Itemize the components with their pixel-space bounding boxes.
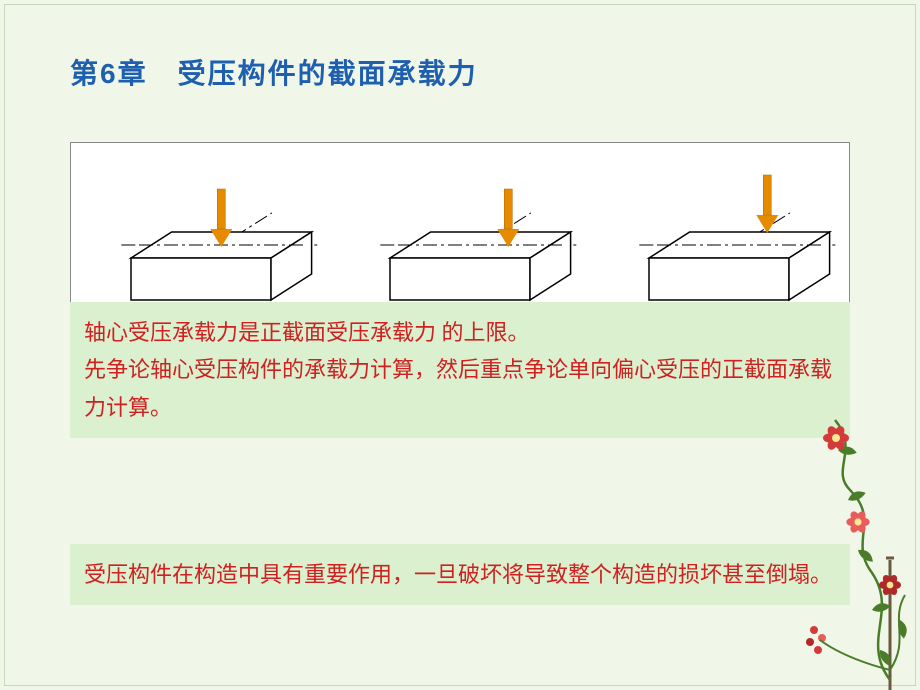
text-1-line-2: 先争论轴心受压构件的承载力计算，然后重点争论单向偏心受压的正截面承载力计算。 [84,351,836,426]
text-2-line-1: 受压构件在构造中具有重要作用，一旦破坏将导致整个构造的损坏甚至倒塌。 [84,556,836,593]
chapter-title: 第6章 受压构件的截面承载力 [70,52,478,92]
text-box-1: 轴心受压承载力是正截面受压承载力 的上限。 先争论轴心受压构件的承载力计算，然后… [70,302,850,438]
text-1-line-1: 轴心受压承载力是正截面受压承载力 的上限。 [84,314,836,351]
text-box-2: 受压构件在构造中具有重要作用，一旦破坏将导致整个构造的损坏甚至倒塌。 [70,544,850,605]
